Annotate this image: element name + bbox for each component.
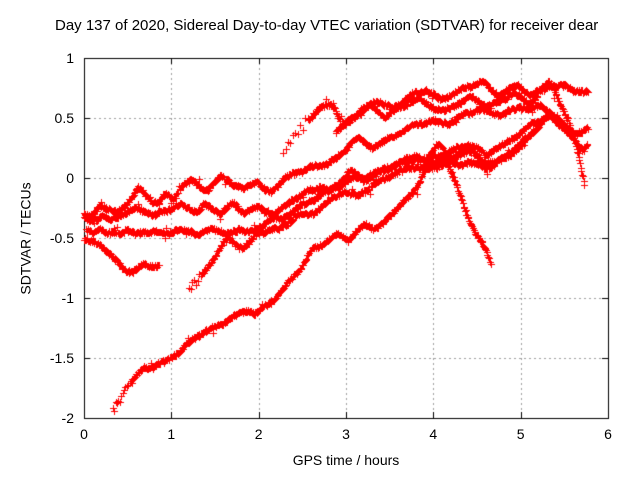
chart-title: Day 137 of 2020, Sidereal Day-to-day VTE… — [55, 17, 599, 34]
x-tick-label: 2 — [254, 426, 263, 442]
x-axis-label: GPS time / hours — [292, 452, 400, 468]
y-tick-label: 1 — [66, 50, 74, 66]
x-tick-label: 0 — [80, 426, 88, 442]
y-tick-label: 0 — [66, 170, 74, 186]
y-tick-label: -2 — [61, 410, 74, 426]
y-tick-label: -0.5 — [49, 230, 74, 246]
x-tick-label: 4 — [429, 426, 438, 442]
y-axis-label: SDTVAR / TECUs — [17, 182, 34, 295]
x-tick-label: 3 — [342, 426, 350, 442]
y-tick-label: -1.5 — [49, 350, 74, 366]
x-tick-label: 1 — [167, 426, 176, 442]
x-tick-label: 5 — [516, 426, 525, 442]
x-tick-label: 6 — [604, 426, 612, 442]
y-tick-label: 0.5 — [54, 110, 74, 126]
y-tick-label: -1 — [61, 290, 74, 306]
